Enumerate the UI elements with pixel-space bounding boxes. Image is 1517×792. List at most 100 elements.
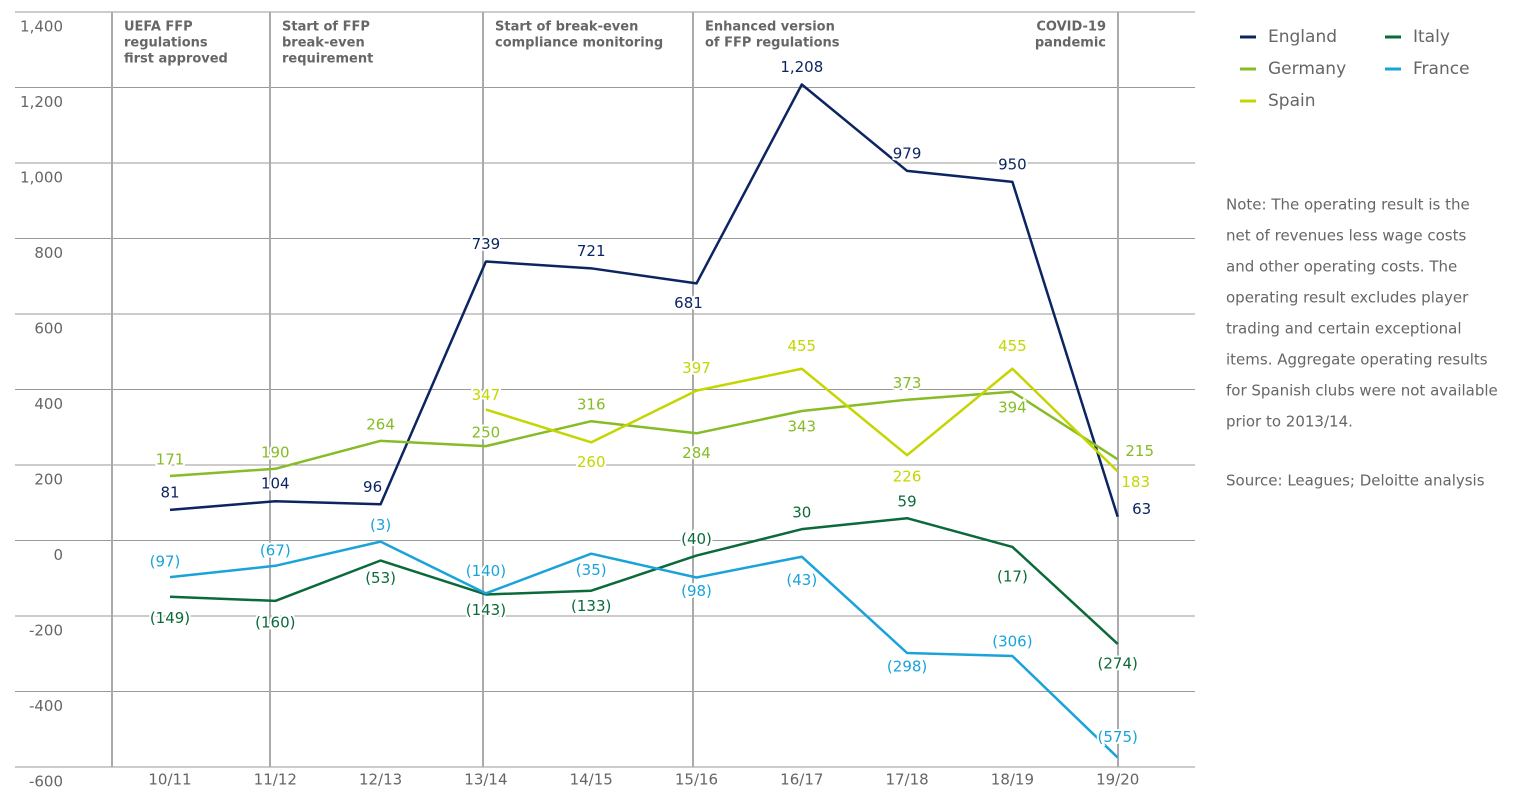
data-label: 96 (363, 478, 382, 496)
x-tick-label: 15/16 (675, 771, 718, 789)
data-label: 226 (893, 468, 922, 486)
data-label: 250 (472, 424, 501, 442)
legend-label: Italy (1413, 27, 1450, 47)
series-line (485, 367, 1119, 473)
data-label: 104 (261, 475, 290, 493)
data-label: 397 (682, 359, 711, 377)
annotation-text: first approved (124, 52, 228, 67)
data-label: (143) (466, 601, 506, 619)
note: and other operating costs. The (1226, 258, 1457, 276)
annotation-text: compliance monitoring (495, 36, 663, 51)
data-label: 81 (160, 483, 179, 501)
data-label: 681 (674, 294, 703, 312)
annotation-text: UEFA FFP (124, 20, 193, 35)
data-label: 59 (898, 493, 917, 511)
data-label: (40) (681, 530, 712, 548)
note: trading and certain exceptional (1226, 320, 1462, 338)
data-label: 171 (156, 450, 185, 468)
data-label: (97) (150, 553, 181, 571)
annotation-text: requirement (282, 52, 373, 67)
y-tick-label: -400 (29, 697, 63, 715)
x-tick-label: 11/12 (254, 771, 297, 789)
data-label: 455 (787, 337, 816, 355)
annotation-text: regulations (124, 36, 208, 51)
data-label: 1,208 (780, 58, 823, 76)
annotation-text: Start of FFP (282, 20, 370, 35)
data-label: 739 (472, 235, 501, 253)
data-label: (17) (997, 567, 1028, 585)
data-label: (306) (992, 633, 1032, 651)
data-label: (35) (576, 561, 607, 579)
data-label: (149) (150, 609, 190, 627)
x-tick-label: 16/17 (780, 771, 823, 789)
annotation-text: Start of break-even (495, 20, 638, 35)
y-tick-label: 600 (34, 320, 63, 338)
series-line (169, 83, 1119, 518)
y-tick-label: -200 (29, 622, 63, 640)
legend-label: Germany (1268, 59, 1346, 79)
note: prior to 2013/14. (1226, 413, 1353, 431)
annotation-text: Enhanced version (705, 20, 835, 35)
annotation-text: of FFP regulations (705, 36, 840, 51)
data-label: 394 (998, 398, 1027, 416)
y-tick-label: 0 (53, 546, 63, 564)
y-tick-label: 800 (34, 244, 63, 262)
data-label: 316 (577, 396, 606, 414)
data-label: 63 (1132, 500, 1151, 518)
note: operating result excludes player (1226, 289, 1469, 307)
data-label: 373 (893, 374, 922, 392)
data-label: (67) (260, 541, 291, 559)
series-line (169, 540, 1119, 759)
note: items. Aggregate operating results (1226, 351, 1488, 369)
data-label: 215 (1125, 442, 1154, 460)
note: net of revenues less wage costs (1226, 227, 1467, 245)
y-tick-label: 1,200 (20, 93, 63, 111)
annotation-text: COVID-19 (1036, 20, 1106, 35)
data-label: 721 (577, 242, 606, 260)
series-line (169, 516, 1119, 645)
data-label: 979 (893, 144, 922, 162)
data-label: (133) (571, 597, 611, 615)
data-label: 190 (261, 443, 290, 461)
data-label: (53) (365, 569, 396, 587)
data-label: (3) (370, 516, 391, 534)
x-tick-label: 14/15 (570, 771, 613, 789)
series-line (169, 390, 1119, 478)
data-label: 284 (682, 444, 711, 462)
note: Note: The operating result is the (1226, 196, 1470, 214)
legend-label: France (1413, 59, 1470, 79)
data-label: (160) (255, 613, 295, 631)
x-tick-label: 13/14 (464, 771, 507, 789)
data-label: (298) (887, 657, 927, 675)
data-label: 30 (792, 504, 811, 522)
y-tick-label: 1,400 (20, 18, 63, 36)
y-tick-label: -600 (29, 773, 63, 791)
x-tick-label: 18/19 (991, 771, 1034, 789)
data-label: 347 (472, 386, 501, 404)
note: for Spanish clubs were not available (1226, 382, 1498, 400)
data-label: (43) (786, 571, 817, 589)
data-label: 455 (998, 337, 1027, 355)
data-label: 343 (787, 418, 816, 436)
x-tick-label: 17/18 (885, 771, 928, 789)
data-label: 183 (1121, 473, 1150, 491)
x-tick-label: 12/13 (359, 771, 402, 789)
legend-label: England (1268, 27, 1337, 47)
data-label: 260 (577, 453, 606, 471)
data-label: (98) (681, 582, 712, 600)
x-tick-label: 19/20 (1096, 771, 1139, 789)
x-tick-label: 10/11 (148, 771, 191, 789)
data-label: (140) (466, 562, 506, 580)
y-tick-label: 1,000 (20, 169, 63, 187)
data-label: (274) (1098, 654, 1138, 672)
y-tick-label: 400 (34, 395, 63, 413)
data-label: (575) (1098, 728, 1138, 746)
legend-label: Spain (1268, 91, 1316, 111)
annotation-text: break-even (282, 36, 365, 51)
y-tick-label: 200 (34, 471, 63, 489)
data-label: 264 (366, 415, 395, 433)
source: Source: Leagues; Deloitte analysis (1226, 472, 1485, 490)
data-label: 950 (998, 155, 1027, 173)
annotation-text: pandemic (1035, 36, 1106, 51)
